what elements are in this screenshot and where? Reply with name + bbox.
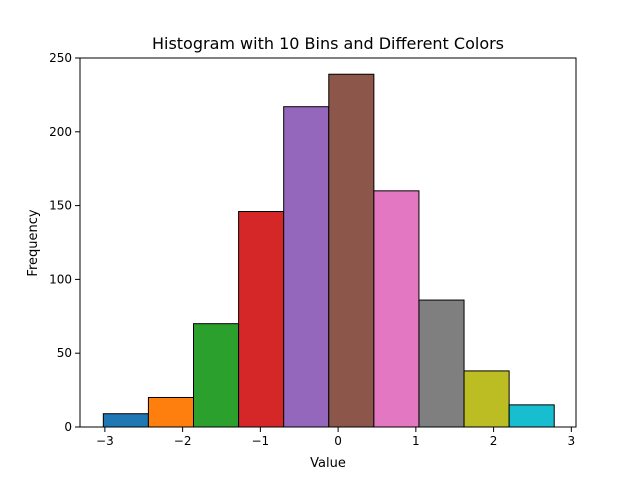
y-tick-label: 250 bbox=[49, 51, 72, 65]
histogram-bar-2 bbox=[147, 396, 195, 428]
plot-area-frame bbox=[79, 57, 577, 428]
histogram-bar-4 bbox=[238, 211, 285, 428]
y-axis-label: Frequency bbox=[26, 209, 41, 276]
x-axis-ticks: −3 −2 −1 0 1 2 3 bbox=[96, 427, 575, 448]
x-tick-label: 2 bbox=[490, 434, 498, 448]
histogram-bar-9 bbox=[463, 370, 510, 428]
histogram-bar-6 bbox=[328, 73, 375, 428]
y-tick-label: 100 bbox=[49, 272, 72, 286]
histogram-bar-8 bbox=[418, 299, 465, 428]
y-tick-label: 200 bbox=[49, 125, 72, 139]
chart-title: Histogram with 10 Bins and Different Col… bbox=[152, 34, 504, 53]
bars-group bbox=[102, 73, 555, 428]
y-tick-label: 150 bbox=[49, 199, 72, 213]
x-axis-label: Value bbox=[310, 456, 346, 471]
y-tick-label: 0 bbox=[64, 420, 72, 434]
x-tick-label: 1 bbox=[412, 434, 420, 448]
histogram-bar-10 bbox=[508, 404, 555, 428]
y-axis-ticks: 0 50 100 150 200 250 bbox=[49, 51, 80, 434]
histogram-bar-3 bbox=[193, 323, 240, 428]
histogram-bar-1 bbox=[102, 413, 149, 428]
x-tick-label: 3 bbox=[568, 434, 576, 448]
y-tick-label: 50 bbox=[57, 346, 72, 360]
x-tick-label: −3 bbox=[96, 434, 114, 448]
x-tick-label: −2 bbox=[174, 434, 192, 448]
x-tick-label: 0 bbox=[334, 434, 342, 448]
x-tick-label: −1 bbox=[252, 434, 270, 448]
histogram-bar-5 bbox=[283, 106, 330, 428]
histogram-bar-7 bbox=[373, 190, 420, 428]
